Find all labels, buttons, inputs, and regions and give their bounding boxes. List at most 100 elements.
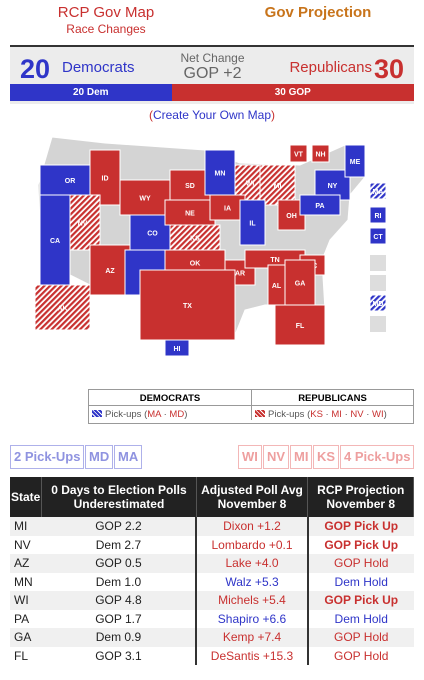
legend-header: DEMOCRATS	[139, 393, 201, 404]
state	[369, 227, 387, 245]
cell: GOP 2.2	[41, 517, 197, 536]
state-label: SD	[185, 183, 195, 190]
cell: Dixon +1.2	[195, 517, 308, 536]
cell: Dem Hold	[306, 609, 414, 628]
state	[344, 144, 366, 178]
pickup-badge: 4 Pick-Ups	[340, 445, 415, 469]
state-label: AR	[235, 271, 245, 278]
legend-entry: Pick-ups (MA · MD)	[92, 409, 187, 420]
box	[370, 316, 386, 332]
state-label: HI	[174, 346, 181, 353]
state-label: PA	[315, 203, 324, 210]
pickup-badge: WI	[238, 445, 262, 469]
row: NV Dem 2.7 Lombardo +0.1 GOP Pick Up	[10, 535, 414, 554]
column-header: Adjusted Poll Avg November 8	[196, 477, 309, 517]
gop-bar: 30 GOP	[171, 84, 414, 101]
legend-state: MA	[147, 409, 161, 420]
legend: DEMOCRATS REPUBLICANS Pick-ups (MA · MD)…	[88, 389, 414, 424]
cell: GOP 1.7	[95, 611, 142, 626]
legend-state: MI	[331, 409, 342, 420]
pickup-badge: 2 Pick-Ups	[10, 445, 85, 469]
cell: GOP 4.8	[41, 591, 197, 610]
row: AZ GOP 0.5 Lake +4.0 GOP Hold	[10, 554, 414, 573]
state	[239, 199, 266, 246]
header-row: State 0 Days to Election Polls Underestim…	[10, 477, 414, 517]
sep: ·	[160, 409, 170, 420]
state	[139, 269, 236, 341]
column-header: 0 Days to Election Polls Underestimated	[41, 477, 197, 517]
row: MI GOP 2.2 Dixon +1.2 GOP Pick Up	[10, 517, 414, 536]
state-label: IL	[249, 221, 256, 228]
state	[89, 149, 121, 206]
cell: MN	[14, 574, 33, 589]
state-label: CA	[50, 238, 60, 245]
state-label: MN	[215, 171, 226, 178]
state-label: OK	[190, 261, 201, 268]
state-label: AK	[57, 306, 67, 313]
state-label: NY	[328, 183, 338, 190]
state-label: ME	[350, 159, 361, 166]
state	[274, 304, 326, 346]
state-label: NH	[315, 152, 325, 159]
state-label: MD	[373, 301, 384, 308]
cell: Lombardo +0.1	[195, 535, 308, 554]
legend-text: )	[383, 409, 387, 420]
legend-text: Pick-ups (	[268, 409, 311, 420]
cell: Walz +5.3	[195, 572, 308, 591]
cell: PA	[14, 611, 30, 626]
net-label: Net Change	[180, 51, 245, 65]
state	[89, 244, 131, 296]
sep: ·	[341, 409, 351, 420]
paren: )	[271, 108, 276, 122]
net-change: GOP +2	[183, 65, 242, 82]
state-label: CT	[373, 234, 383, 241]
table: State 0 Days to Election Polls Underestim…	[10, 477, 414, 665]
state	[164, 339, 190, 357]
cell: GOP Hold	[306, 554, 414, 573]
state-label: TN	[270, 257, 279, 264]
legend-state: MD	[169, 409, 185, 420]
row: PA GOP 1.7 Shapiro +6.6 Dem Hold	[10, 609, 414, 628]
cell: GOP Pick Up	[306, 517, 414, 536]
row: GA Dem 0.9 Kemp +7.4 GOP Hold	[10, 628, 414, 647]
column-header: State	[10, 477, 43, 517]
create-link[interactable]: (Create Your Own Map)	[0, 108, 424, 122]
cell: GA	[10, 628, 42, 647]
cell: Michels +5.4	[195, 591, 308, 610]
state-label: KS	[190, 236, 200, 243]
state	[369, 206, 387, 224]
state-label: FL	[296, 323, 305, 330]
state-label: AZ	[105, 268, 115, 275]
subtitle: Race Changes	[66, 22, 146, 36]
pickup-badge: KS	[313, 445, 340, 469]
legend-text: )	[184, 409, 188, 420]
legend-state: WI	[372, 409, 384, 420]
column-header: RCP Projection November 8	[307, 477, 414, 517]
link[interactable]: Create Your Own Map	[152, 108, 272, 122]
cell: DeSantis +15.3	[195, 646, 308, 665]
pickup-badge: MD	[85, 445, 114, 469]
cell: GOP Hold	[306, 646, 414, 665]
map: ORIDWYSDMNWIMINYMENVCACONEIAILOHPAKSAZNM…	[34, 136, 387, 357]
box	[370, 255, 386, 271]
state-label: NV	[78, 221, 88, 228]
row: FL GOP 3.1 DeSantis +15.3 GOP Hold	[10, 646, 414, 665]
cell: Shapiro +6.6	[195, 609, 308, 628]
paren: (	[148, 108, 153, 122]
title[interactable]: RCP Gov Map	[57, 4, 155, 21]
gop-count: 30	[373, 54, 404, 84]
state	[299, 194, 341, 216]
cell: Lake +4.0	[195, 554, 308, 573]
cell: GOP Pick Up	[306, 535, 414, 554]
state	[209, 194, 246, 221]
state	[311, 144, 330, 163]
cell: Dem 0.9	[41, 628, 197, 647]
states: ORIDWYSDMNWIMINYMENVCACONEIAILOHPAKSAZNM…	[34, 144, 387, 357]
state-label: WI	[246, 181, 255, 188]
state-label: ID	[102, 176, 109, 183]
title[interactable]: Gov Projection	[264, 4, 372, 21]
state	[369, 294, 387, 312]
cell: GOP 3.1	[95, 648, 142, 663]
cell: Dem Hold	[306, 572, 414, 591]
state-label: NE	[185, 211, 195, 218]
